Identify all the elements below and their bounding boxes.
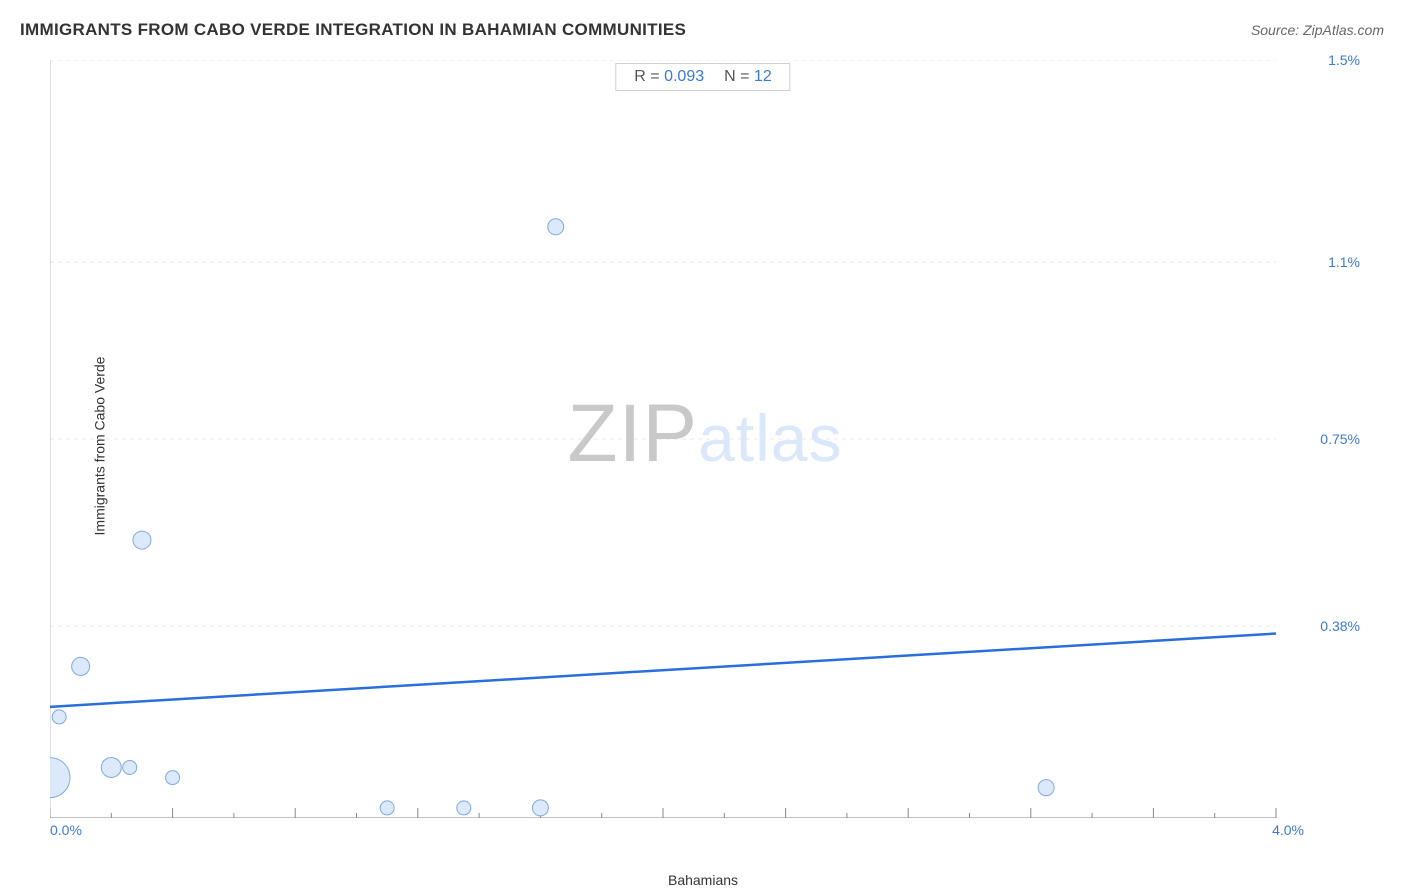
source-attribution: Source: ZipAtlas.com <box>1251 22 1384 38</box>
stat-r-value: 0.093 <box>664 68 704 85</box>
x-axis-label: Bahamians <box>668 872 738 888</box>
stat-n-value: 12 <box>754 68 772 85</box>
y-tick-label: 0.38% <box>1320 618 1360 634</box>
stat-n: N = 12 <box>724 68 772 86</box>
stat-r-label: R = <box>634 68 659 85</box>
page-title: IMMIGRANTS FROM CABO VERDE INTEGRATION I… <box>20 20 686 40</box>
scatter-plot-svg <box>50 60 1336 818</box>
y-tick-label: 0.75% <box>1320 431 1360 447</box>
chart-area: ZIPatlas 0.38%0.75%1.1%1.5%0.0%4.0% <box>50 60 1360 840</box>
x-max-label: 4.0% <box>1272 822 1304 838</box>
x-min-label: 0.0% <box>50 822 82 838</box>
stat-n-label: N = <box>724 68 749 85</box>
stat-box: R = 0.093 N = 12 <box>615 63 790 91</box>
y-tick-label: 1.5% <box>1328 52 1360 68</box>
y-tick-label: 1.1% <box>1328 254 1360 270</box>
stat-r: R = 0.093 <box>634 68 704 86</box>
